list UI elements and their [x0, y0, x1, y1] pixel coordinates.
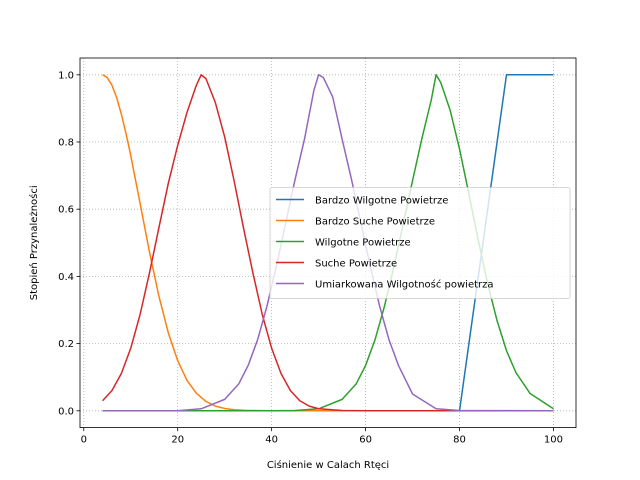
legend-label: Umiarkowana Wilgotność powietrza — [315, 279, 494, 291]
legend-label: Bardzo Wilgotne Powietrze — [315, 196, 448, 207]
x-tick-label: 80 — [453, 435, 466, 446]
plot-frame — [79, 57, 577, 429]
x-axis: 0 20 40 60 80 100 — [81, 427, 563, 446]
y-tick-label: 0.0 — [58, 406, 74, 417]
x-axis-label: Ciśnienie w Calach Rtęci — [267, 459, 389, 471]
x-tick-label: 20 — [171, 435, 184, 446]
y-tick-label: 0.4 — [58, 272, 74, 283]
series-line-4 — [102, 74, 554, 412]
legend-label: Wilgotne Powietrze — [315, 238, 411, 249]
legend-label: Suche Powietrze — [315, 259, 397, 270]
legend-label: Bardzo Suche Powietrze — [315, 217, 435, 228]
series-line-5 — [102, 74, 554, 412]
series-lines — [102, 74, 554, 412]
y-axis-label: Stopień Przynależności — [28, 185, 40, 300]
y-tick-label: 0.2 — [58, 339, 74, 350]
y-tick-label: 1.0 — [58, 70, 74, 81]
x-tick-label: 0 — [81, 435, 87, 446]
x-tick-label: 100 — [544, 435, 563, 446]
x-tick-label: 40 — [265, 435, 278, 446]
x-tick-label: 60 — [359, 435, 372, 446]
y-axis: 0.0 0.2 0.4 0.6 0.8 1.0 — [58, 70, 80, 417]
legend-box — [269, 187, 571, 299]
y-tick-label: 0.6 — [58, 205, 74, 216]
series-line-3 — [102, 74, 554, 412]
legend: Bardzo Wilgotne Powietrze Bardzo Suche Po… — [269, 187, 571, 299]
y-tick-label: 0.8 — [58, 138, 74, 149]
